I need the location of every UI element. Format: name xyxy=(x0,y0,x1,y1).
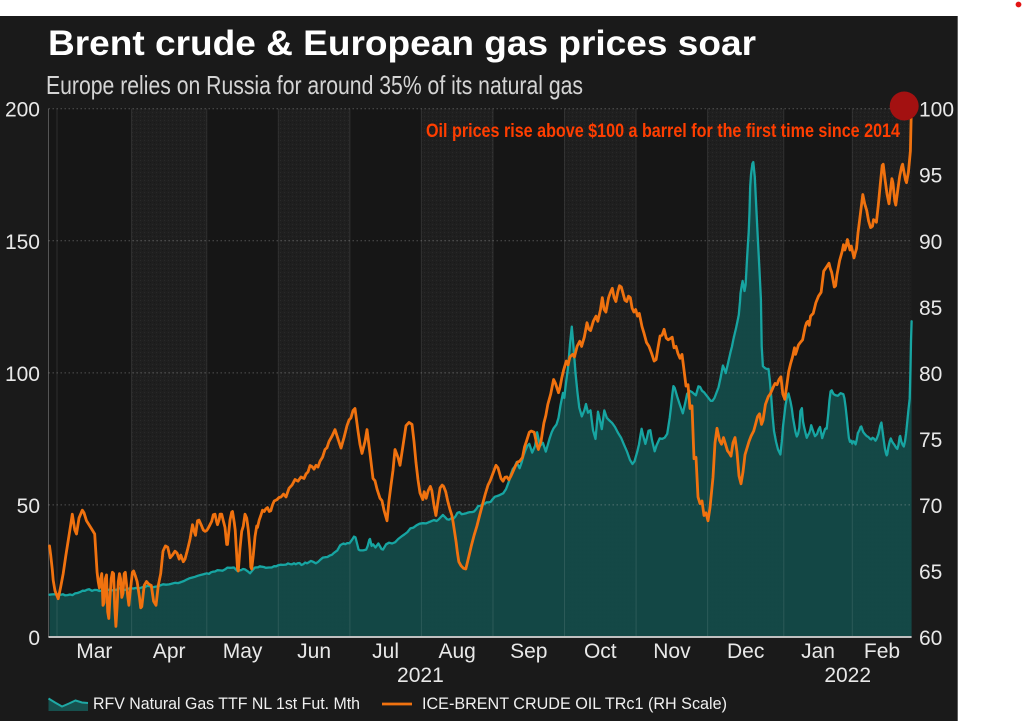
svg-text:50: 50 xyxy=(17,495,40,518)
svg-text:Sep: Sep xyxy=(510,640,547,663)
svg-text:85: 85 xyxy=(919,297,942,320)
svg-text:75: 75 xyxy=(919,429,942,452)
svg-text:Feb: Feb xyxy=(864,640,900,663)
svg-text:60: 60 xyxy=(919,627,942,650)
svg-text:2021: 2021 xyxy=(397,664,444,687)
svg-text:Oil prices rise above $100 a b: Oil prices rise above $100 a barrel for … xyxy=(426,120,900,142)
svg-text:Aug: Aug xyxy=(439,640,476,663)
svg-text:Jun: Jun xyxy=(297,640,331,663)
svg-text:Brent crude & European gas pri: Brent crude & European gas prices soar xyxy=(48,24,756,63)
svg-text:RFV Natural Gas TTF NL 1st Fut: RFV Natural Gas TTF NL 1st Fut. Mth xyxy=(93,695,360,713)
svg-text:95: 95 xyxy=(919,165,942,188)
svg-text:Apr: Apr xyxy=(153,640,186,663)
svg-text:70: 70 xyxy=(919,495,942,518)
svg-text:65: 65 xyxy=(919,561,942,584)
svg-text:Mar: Mar xyxy=(76,640,112,663)
svg-text:150: 150 xyxy=(5,231,40,254)
svg-text:Jan: Jan xyxy=(801,640,835,663)
svg-text:Europe relies on Russia for ar: Europe relies on Russia for around 35% o… xyxy=(46,70,583,100)
svg-text:2022: 2022 xyxy=(824,664,871,687)
svg-text:Oct: Oct xyxy=(584,640,617,663)
svg-text:200: 200 xyxy=(5,99,40,122)
svg-text:100: 100 xyxy=(5,363,40,386)
svg-text:80: 80 xyxy=(919,363,942,386)
svg-text:Nov: Nov xyxy=(653,640,691,663)
svg-text:Dec: Dec xyxy=(727,640,764,663)
svg-text:May: May xyxy=(223,640,263,663)
svg-text:Jul: Jul xyxy=(372,640,399,663)
svg-text:ICE-BRENT CRUDE OIL TRc1 (RH S: ICE-BRENT CRUDE OIL TRc1 (RH Scale) xyxy=(422,695,727,713)
svg-text:0: 0 xyxy=(28,627,40,650)
svg-text:100: 100 xyxy=(919,99,954,122)
svg-text:90: 90 xyxy=(919,231,942,254)
